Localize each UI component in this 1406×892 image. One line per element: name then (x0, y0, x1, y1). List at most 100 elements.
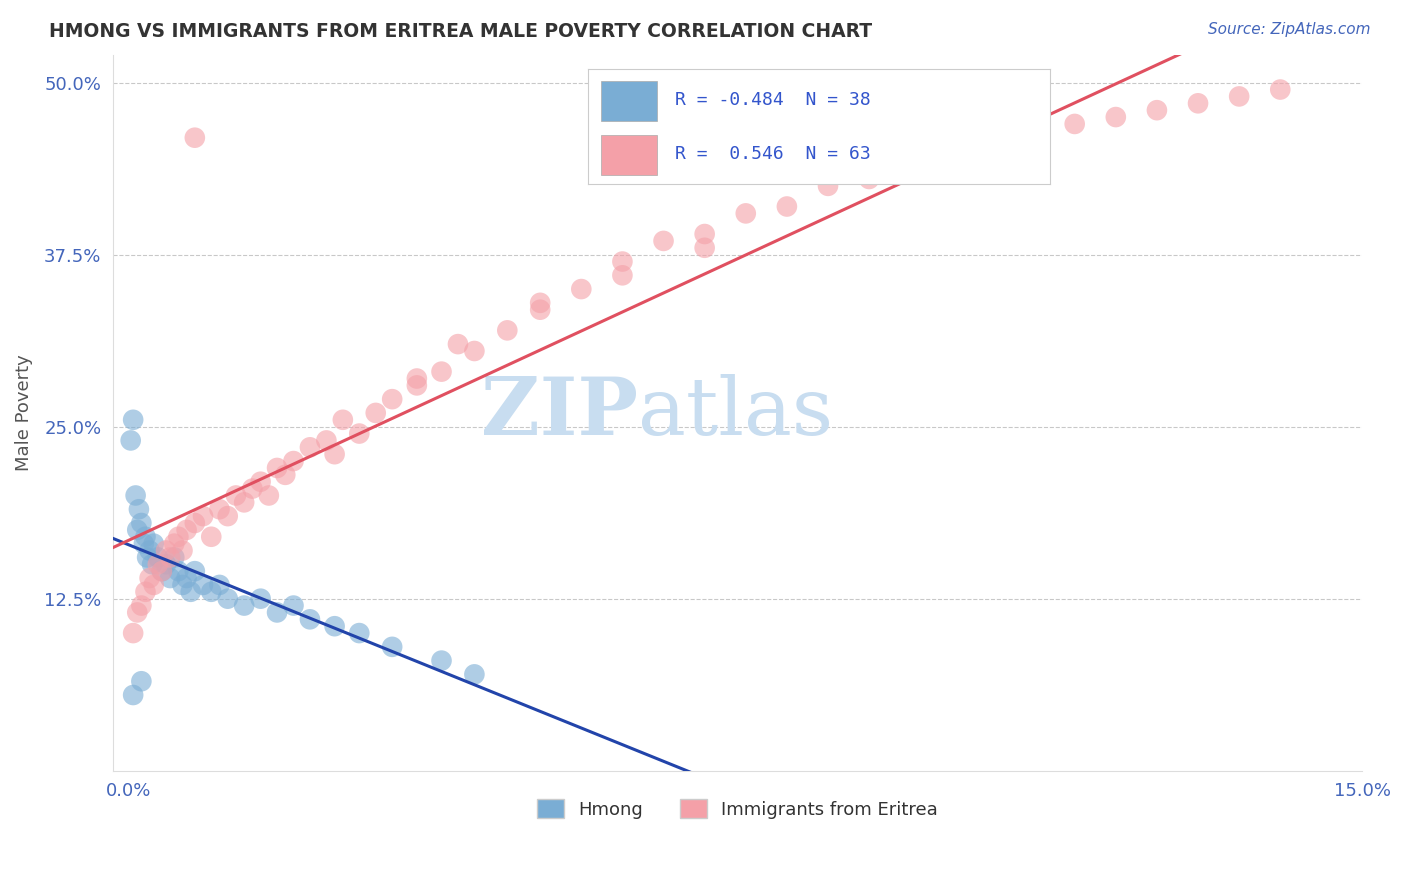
Point (172, 578, 194, 592)
Point (150, 564, 173, 578)
Point (184, 564, 207, 578)
Point (172, 543, 194, 558)
Point (128, 502, 150, 516)
Point (1270, 82, 1292, 96)
Point (131, 599, 153, 613)
Point (142, 536, 165, 550)
Text: HMONG VS IMMIGRANTS FROM ERITREA MALE POVERTY CORRELATION CHART: HMONG VS IMMIGRANTS FROM ERITREA MALE PO… (49, 22, 872, 41)
Point (163, 536, 186, 550)
Point (131, 674, 153, 689)
Point (131, 516, 153, 530)
Point (776, 200, 799, 214)
Point (496, 323, 519, 337)
Point (136, 550, 159, 565)
Point (208, 502, 231, 516)
Point (132, 536, 155, 550)
Point (138, 543, 160, 558)
Point (1022, 124, 1045, 138)
Point (898, 158, 921, 172)
Point (283, 454, 305, 468)
Point (1227, 89, 1250, 103)
Point (266, 606, 288, 620)
Point (225, 488, 247, 502)
Point (249, 591, 271, 606)
Point (693, 227, 716, 241)
Point (405, 378, 427, 392)
Point (122, 688, 145, 702)
Point (134, 584, 156, 599)
Point (134, 530, 156, 544)
Point (163, 550, 186, 565)
Point (858, 172, 880, 186)
Point (1063, 117, 1085, 131)
Point (176, 523, 198, 537)
Point (612, 268, 634, 283)
Point (612, 254, 634, 268)
Point (155, 558, 177, 572)
Point (233, 599, 256, 613)
Point (298, 440, 321, 454)
Point (323, 447, 346, 461)
Point (323, 619, 346, 633)
Point (283, 599, 305, 613)
Point (249, 475, 271, 489)
Point (274, 467, 297, 482)
Point (266, 461, 288, 475)
Point (191, 509, 214, 524)
Point (142, 578, 165, 592)
Point (529, 302, 551, 317)
Point (122, 626, 145, 640)
Point (208, 578, 231, 592)
Point (127, 523, 149, 537)
Point (155, 543, 177, 558)
Point (381, 640, 404, 654)
Point (463, 667, 485, 681)
Point (159, 550, 181, 565)
Point (124, 488, 146, 502)
Point (167, 564, 190, 578)
Point (569, 282, 592, 296)
Point (217, 509, 239, 524)
Point (693, 241, 716, 255)
Point (1187, 96, 1209, 111)
Point (817, 178, 839, 193)
Point (430, 654, 453, 668)
Point (146, 558, 169, 572)
Point (298, 612, 321, 626)
Point (364, 406, 387, 420)
Point (529, 295, 551, 310)
Point (200, 530, 222, 544)
Point (1105, 110, 1128, 124)
Point (120, 434, 142, 448)
Point (430, 365, 453, 379)
Point (981, 130, 1004, 145)
Point (463, 343, 485, 358)
Legend: Hmong, Immigrants from Eritrea: Hmong, Immigrants from Eritrea (530, 792, 945, 826)
Point (138, 571, 160, 585)
Point (332, 413, 354, 427)
Point (159, 571, 181, 585)
Text: ZIP: ZIP (481, 374, 637, 452)
Point (405, 371, 427, 385)
Point (191, 578, 214, 592)
Point (217, 591, 239, 606)
Point (734, 206, 756, 220)
Point (941, 137, 963, 152)
Point (167, 530, 190, 544)
Y-axis label: Male Poverty: Male Poverty (15, 354, 32, 471)
Point (349, 626, 371, 640)
Point (150, 564, 173, 578)
Point (257, 488, 280, 502)
Text: Source: ZipAtlas.com: Source: ZipAtlas.com (1208, 22, 1371, 37)
Point (180, 584, 202, 599)
Point (242, 482, 264, 496)
Point (381, 392, 404, 406)
Point (233, 495, 256, 509)
Point (349, 426, 371, 441)
Point (184, 516, 207, 530)
Point (146, 550, 169, 565)
Point (1146, 103, 1168, 118)
Text: atlas: atlas (637, 374, 832, 452)
Point (127, 606, 149, 620)
Point (652, 234, 675, 248)
